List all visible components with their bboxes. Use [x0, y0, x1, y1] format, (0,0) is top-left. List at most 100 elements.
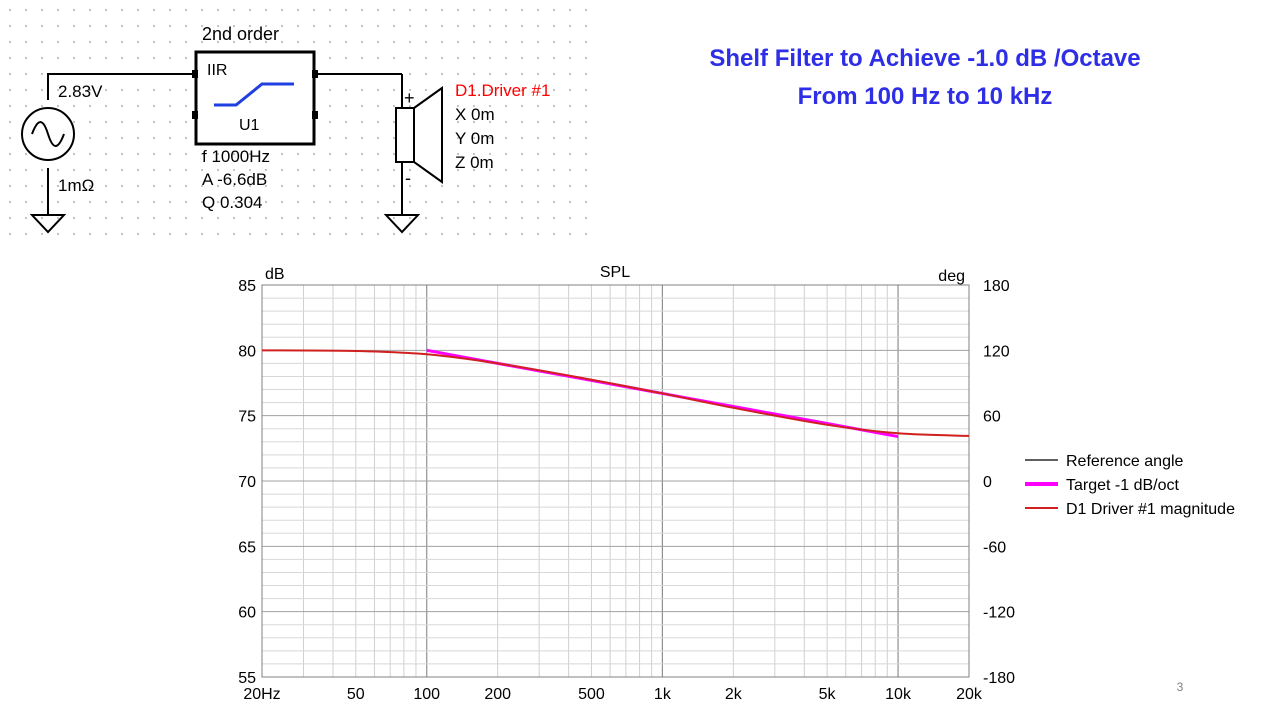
- grid-dot: [409, 185, 411, 187]
- grid-dot: [73, 153, 75, 155]
- x-tick-label: 2k: [725, 686, 743, 703]
- voltage-source[interactable]: [21, 107, 75, 161]
- grid-dot: [457, 121, 459, 123]
- grid-dot: [521, 89, 523, 91]
- grid-dot: [41, 105, 43, 107]
- grid-dot: [233, 217, 235, 219]
- grid-dot: [489, 217, 491, 219]
- grid-dot: [521, 153, 523, 155]
- grid-dot: [73, 9, 75, 11]
- grid-dot: [473, 233, 475, 235]
- grid-dot: [537, 185, 539, 187]
- grid-dot: [185, 9, 187, 11]
- grid-dot: [505, 73, 507, 75]
- grid-dot: [329, 9, 331, 11]
- grid-dot: [41, 185, 43, 187]
- grid-dot: [41, 25, 43, 27]
- grid-dot: [185, 185, 187, 187]
- grid-dot: [345, 105, 347, 107]
- grid-dot: [89, 153, 91, 155]
- grid-dot: [89, 89, 91, 91]
- grid-dot: [569, 9, 571, 11]
- grid-dot: [569, 73, 571, 75]
- grid-dot: [425, 89, 427, 91]
- grid-dot: [457, 201, 459, 203]
- speaker-icon[interactable]: [395, 86, 443, 184]
- grid-dot: [41, 201, 43, 203]
- y-right-tick-label: -180: [983, 670, 1015, 687]
- grid-dot: [25, 185, 27, 187]
- grid-dot: [345, 153, 347, 155]
- grid-dot: [489, 169, 491, 171]
- grid-dot: [377, 105, 379, 107]
- grid-dot: [329, 233, 331, 235]
- grid-dot: [361, 169, 363, 171]
- grid-dot: [89, 185, 91, 187]
- page-number: 3: [1176, 680, 1184, 694]
- grid-dot: [409, 233, 411, 235]
- grid-dot: [457, 89, 459, 91]
- grid-dot: [297, 169, 299, 171]
- grid-dot: [473, 153, 475, 155]
- grid-dot: [57, 185, 59, 187]
- grid-dot: [585, 73, 587, 75]
- grid-dot: [553, 153, 555, 155]
- grid-dot: [185, 105, 187, 107]
- grid-dot: [313, 185, 315, 187]
- grid-dot: [201, 25, 203, 27]
- grid-dot: [41, 217, 43, 219]
- grid-dot: [281, 9, 283, 11]
- grid-dot: [393, 57, 395, 59]
- grid-dot: [345, 137, 347, 139]
- grid-dot: [89, 217, 91, 219]
- grid-dot: [393, 9, 395, 11]
- grid-dot: [25, 89, 27, 91]
- grid-dot: [553, 137, 555, 139]
- grid-dot: [521, 41, 523, 43]
- grid-dot: [169, 41, 171, 43]
- grid-dot: [9, 41, 11, 43]
- grid-dot: [425, 201, 427, 203]
- grid-dot: [441, 57, 443, 59]
- circuit-schematic: 2.83V 1mΩ 2nd order IIR U1 f 1000Hz A -6…: [9, 9, 587, 235]
- grid-dot: [137, 9, 139, 11]
- grid-dot: [137, 217, 139, 219]
- grid-dot: [441, 9, 443, 11]
- grid-dot: [313, 41, 315, 43]
- grid-dot: [377, 121, 379, 123]
- grid-dot: [537, 57, 539, 59]
- filter-param-frequency: f 1000Hz: [202, 147, 270, 166]
- chart-ticks: 20Hz 50 100 200 500 1k 2k 5k 10k 20k 85 80 75 70 65 60 5…: [238, 278, 1015, 703]
- grid-dot: [553, 73, 555, 75]
- filter-order-label: 2nd order: [202, 24, 279, 44]
- grid-dot: [9, 73, 11, 75]
- grid-dot: [313, 169, 315, 171]
- grid-dot: [105, 25, 107, 27]
- grid-dot: [185, 233, 187, 235]
- grid-dot: [521, 121, 523, 123]
- grid-dot: [393, 89, 395, 91]
- grid-dot: [217, 41, 219, 43]
- grid-dot: [361, 153, 363, 155]
- grid-dot: [553, 185, 555, 187]
- y-right-tick-label: 120: [983, 343, 1010, 360]
- grid-dot: [105, 233, 107, 235]
- grid-dot: [73, 105, 75, 107]
- x-tick-label: 10k: [885, 686, 912, 703]
- grid-dot: [489, 89, 491, 91]
- grid-dot: [425, 57, 427, 59]
- grid-dot: [553, 201, 555, 203]
- grid-dot: [457, 9, 459, 11]
- grid-dot: [361, 105, 363, 107]
- grid-dot: [281, 41, 283, 43]
- grid-dot: [265, 217, 267, 219]
- grid-dot: [73, 25, 75, 27]
- driver-x-coord: X 0m: [455, 105, 495, 124]
- grid-dot: [217, 153, 219, 155]
- grid-dot: [361, 217, 363, 219]
- grid-dot: [377, 217, 379, 219]
- grid-dot: [361, 201, 363, 203]
- iir-filter-block[interactable]: [192, 50, 318, 146]
- grid-dot: [345, 57, 347, 59]
- grid-dot: [89, 9, 91, 11]
